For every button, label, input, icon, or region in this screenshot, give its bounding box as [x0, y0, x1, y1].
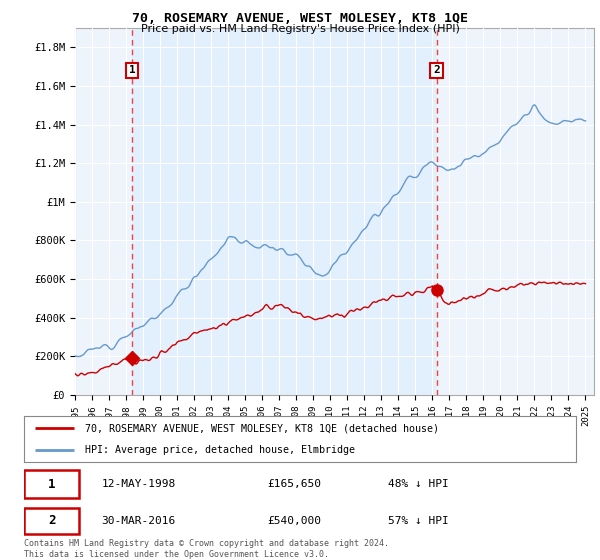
Text: 1: 1: [48, 478, 55, 491]
Text: 30-MAR-2016: 30-MAR-2016: [101, 516, 176, 526]
FancyBboxPatch shape: [24, 508, 79, 534]
Text: 70, ROSEMARY AVENUE, WEST MOLESEY, KT8 1QE: 70, ROSEMARY AVENUE, WEST MOLESEY, KT8 1…: [132, 12, 468, 25]
Text: 12-MAY-1998: 12-MAY-1998: [101, 479, 176, 489]
Text: 70, ROSEMARY AVENUE, WEST MOLESEY, KT8 1QE (detached house): 70, ROSEMARY AVENUE, WEST MOLESEY, KT8 1…: [85, 423, 439, 433]
Text: 1: 1: [129, 66, 136, 76]
FancyBboxPatch shape: [24, 470, 79, 498]
Text: 48% ↓ HPI: 48% ↓ HPI: [388, 479, 449, 489]
Text: Price paid vs. HM Land Registry's House Price Index (HPI): Price paid vs. HM Land Registry's House …: [140, 24, 460, 34]
Text: 57% ↓ HPI: 57% ↓ HPI: [388, 516, 449, 526]
Text: Contains HM Land Registry data © Crown copyright and database right 2024.
This d: Contains HM Land Registry data © Crown c…: [24, 539, 389, 559]
Text: 2: 2: [48, 514, 55, 528]
Bar: [133, 28, 437, 395]
Text: 2: 2: [433, 66, 440, 76]
Text: £540,000: £540,000: [267, 516, 321, 526]
Text: HPI: Average price, detached house, Elmbridge: HPI: Average price, detached house, Elmb…: [85, 445, 355, 455]
Text: £165,650: £165,650: [267, 479, 321, 489]
